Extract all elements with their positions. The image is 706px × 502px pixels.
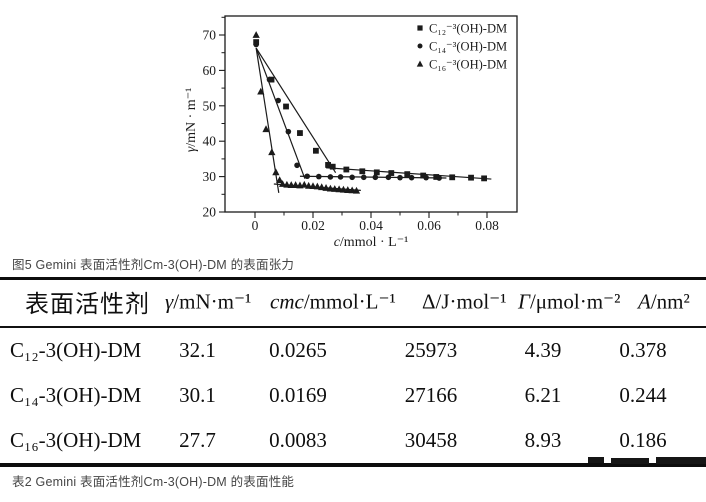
table-row: C₁₄-3(OH)-DM 30.1 0.0169 27166 6.21 0.244 xyxy=(0,373,706,418)
column-header-3: Δ/J·mol⁻¹ xyxy=(422,289,507,314)
x-tick-label: 0.02 xyxy=(301,218,325,233)
legend-item: C₁₄⁻³(OH)-DM xyxy=(417,40,507,54)
table2-body: C₁₂-3(OH)-DM 32.1 0.0265 25973 4.39 0.378 C₁₄-… xyxy=(0,328,706,463)
column-header-2: cmc/mmol·L⁻¹ xyxy=(270,289,396,314)
legend-item: C₁₆⁻³(OH)-DM xyxy=(416,58,507,72)
x-tick-label: 0.08 xyxy=(475,218,499,233)
value-cell: 6.21 xyxy=(524,383,562,407)
value-cell: 0.378 xyxy=(619,338,667,362)
series-triangle xyxy=(252,31,361,194)
y-tick-label: 30 xyxy=(203,169,217,184)
x-tick-label: 0.06 xyxy=(417,218,441,233)
surfactant-name-cell: C₁₂-3(OH)-DM xyxy=(10,338,142,362)
y-axis-label: γ/mN · m⁻¹ xyxy=(185,88,199,153)
value-cell: 25973 xyxy=(404,338,458,362)
figure5-caption: 图5 Gemini 表面活性剂Cm-3(OH)-DM 的表面张力 xyxy=(12,258,295,272)
y-tick-label: 70 xyxy=(203,28,217,43)
table-row: C₁₂-3(OH)-DM 32.1 0.0265 25973 4.39 0.378 xyxy=(0,328,706,373)
value-cell: 4.39 xyxy=(524,338,562,362)
series-circle xyxy=(253,41,447,181)
x-axis-label: c/mmol · L⁻¹ xyxy=(334,235,409,250)
legend-item: C₁₂⁻³(OH)-DM xyxy=(417,22,507,36)
y-tick-label: 20 xyxy=(203,205,217,220)
table2: 表面活性剂 γ/mN·m⁻¹ cmc/mmol·L⁻¹ Δ/J·mol⁻¹ Γ/μmol… xyxy=(0,277,706,467)
column-header-1: γ/mN·m⁻¹ xyxy=(165,289,252,314)
value-cell: 32.1 xyxy=(179,338,216,362)
value-cell: 0.0083 xyxy=(269,428,327,452)
legend-label: C₁₆⁻³(OH)-DM xyxy=(429,58,507,72)
surface-tension-chart: 0 0.02 0.04 0.06 0.08 20 30 40 50 60 70 c/mmol · L⁻… xyxy=(185,15,518,250)
value-cell: 0.0265 xyxy=(269,338,327,362)
table-top-rule xyxy=(0,277,706,280)
value-cell: 27166 xyxy=(404,383,458,407)
surfactant-name-cell: C₁₆-3(OH)-DM xyxy=(10,428,142,452)
table2-caption: 表2 Gemini 表面活性剂Cm-3(OH)-DM 的表面性能 xyxy=(12,475,295,489)
y-tick-label: 40 xyxy=(203,134,217,149)
column-header-0: 表面活性剂 xyxy=(25,292,150,319)
column-header-4: Γ/μmol·m⁻² xyxy=(518,289,621,314)
table-header-row: 表面活性剂 γ/mN·m⁻¹ cmc/mmol·L⁻¹ Δ/J·mol⁻¹ Γ/μmol… xyxy=(0,280,706,328)
x-tick-label: 0 xyxy=(252,218,259,233)
figure5-chart: 0 0.02 0.04 0.06 0.08 20 30 40 50 60 70 c/mmol · L⁻… xyxy=(185,0,537,252)
value-cell: 0.244 xyxy=(619,383,667,407)
x-tick-label: 0.04 xyxy=(359,218,383,233)
table-row: C₁₆-3(OH)-DM 27.7 0.0083 30458 8.93 0.186 xyxy=(0,418,706,463)
y-tick-label: 50 xyxy=(203,98,217,113)
y-axis: 20 30 40 50 60 70 xyxy=(203,16,225,220)
value-cell: 0.186 xyxy=(619,428,667,452)
surfactant-name-cell: C₁₄-3(OH)-DM xyxy=(10,383,142,407)
value-cell: 30.1 xyxy=(179,383,216,407)
x-axis: 0 0.02 0.04 0.06 0.08 xyxy=(252,212,499,233)
value-cell: 30458 xyxy=(404,428,458,452)
legend-label: C₁₂⁻³(OH)-DM xyxy=(429,22,507,36)
value-cell: 0.0169 xyxy=(269,383,327,407)
legend-label: C₁₄⁻³(OH)-DM xyxy=(429,40,507,54)
column-header-5: A/nm² xyxy=(638,289,690,314)
y-tick-label: 60 xyxy=(203,63,217,78)
value-cell: 27.7 xyxy=(179,428,216,452)
table-bottom-rule xyxy=(0,457,706,467)
value-cell: 8.93 xyxy=(524,428,562,452)
